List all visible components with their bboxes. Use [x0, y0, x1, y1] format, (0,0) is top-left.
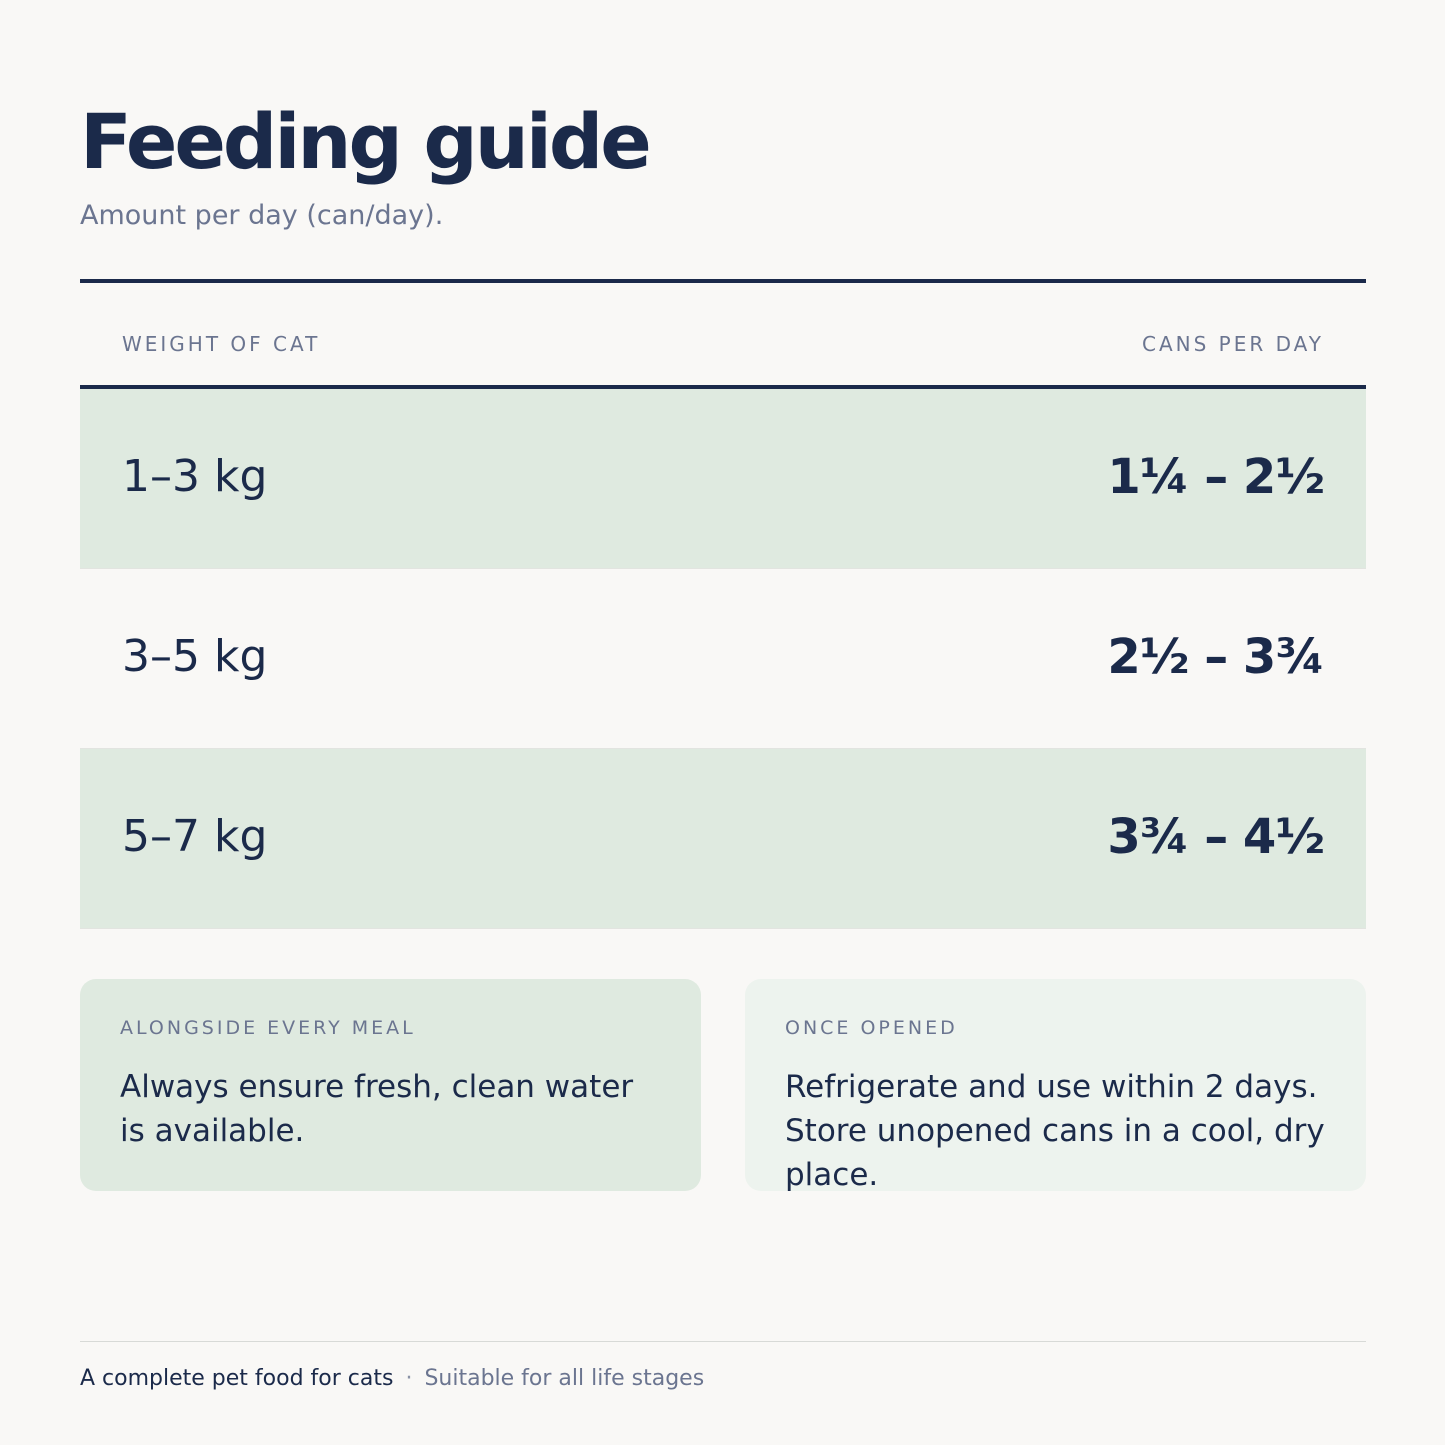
water-note-card: ALONGSIDE EVERY MEAL Always ensure fresh…: [80, 979, 701, 1191]
table-row: 3–5 kg 2½ – 3¾: [80, 569, 1366, 749]
footer-rule: [80, 1341, 1366, 1342]
card-label: ONCE OPENED: [785, 1017, 958, 1039]
table-header: WEIGHT OF CAT CANS PER DAY: [80, 283, 1366, 385]
card-text: Refrigerate and use within 2 days. Store…: [785, 1069, 1325, 1191]
table-row: 1–3 kg 1¼ – 2½: [80, 389, 1366, 569]
page-title: Feeding guide: [80, 97, 652, 186]
table-header-rule: [80, 385, 1366, 389]
feeding-table-body: 1–3 kg 1¼ – 2½ 3–5 kg 2½ – 3¾ 5–7 kg 3¾ …: [80, 389, 1366, 929]
table-row: 5–7 kg 3¾ – 4½: [80, 749, 1366, 929]
footer-main-text: A complete pet food for cats: [80, 1366, 394, 1391]
footer-separator: ·: [405, 1366, 413, 1391]
cans-cell: 2½ – 3¾: [1107, 629, 1325, 685]
page-subtitle: Amount per day (can/day).: [80, 200, 444, 231]
column-header-weight: WEIGHT OF CAT: [122, 332, 321, 356]
weight-cell: 1–3 kg: [122, 451, 268, 502]
card-label: ALONGSIDE EVERY MEAL: [120, 1017, 416, 1039]
footer: A complete pet food for cats · Suitable fo…: [80, 1364, 704, 1394]
weight-cell: 3–5 kg: [122, 631, 268, 682]
table-top-rule: [80, 279, 1366, 283]
footer-sub-text: Suitable for all life stages: [424, 1366, 705, 1391]
cans-cell: 1¼ – 2½: [1107, 449, 1325, 505]
card-text: Always ensure fresh, clean water is avai…: [120, 1069, 634, 1149]
weight-cell: 5–7 kg: [122, 811, 268, 862]
storage-note-card: ONCE OPENED Refrigerate and use within 2…: [745, 979, 1366, 1191]
cans-cell: 3¾ – 4½: [1107, 809, 1325, 865]
feeding-guide-page: Feeding guide Amount per day (can/day). …: [80, 0, 1366, 1445]
column-header-cans: CANS PER DAY: [1141, 332, 1324, 356]
